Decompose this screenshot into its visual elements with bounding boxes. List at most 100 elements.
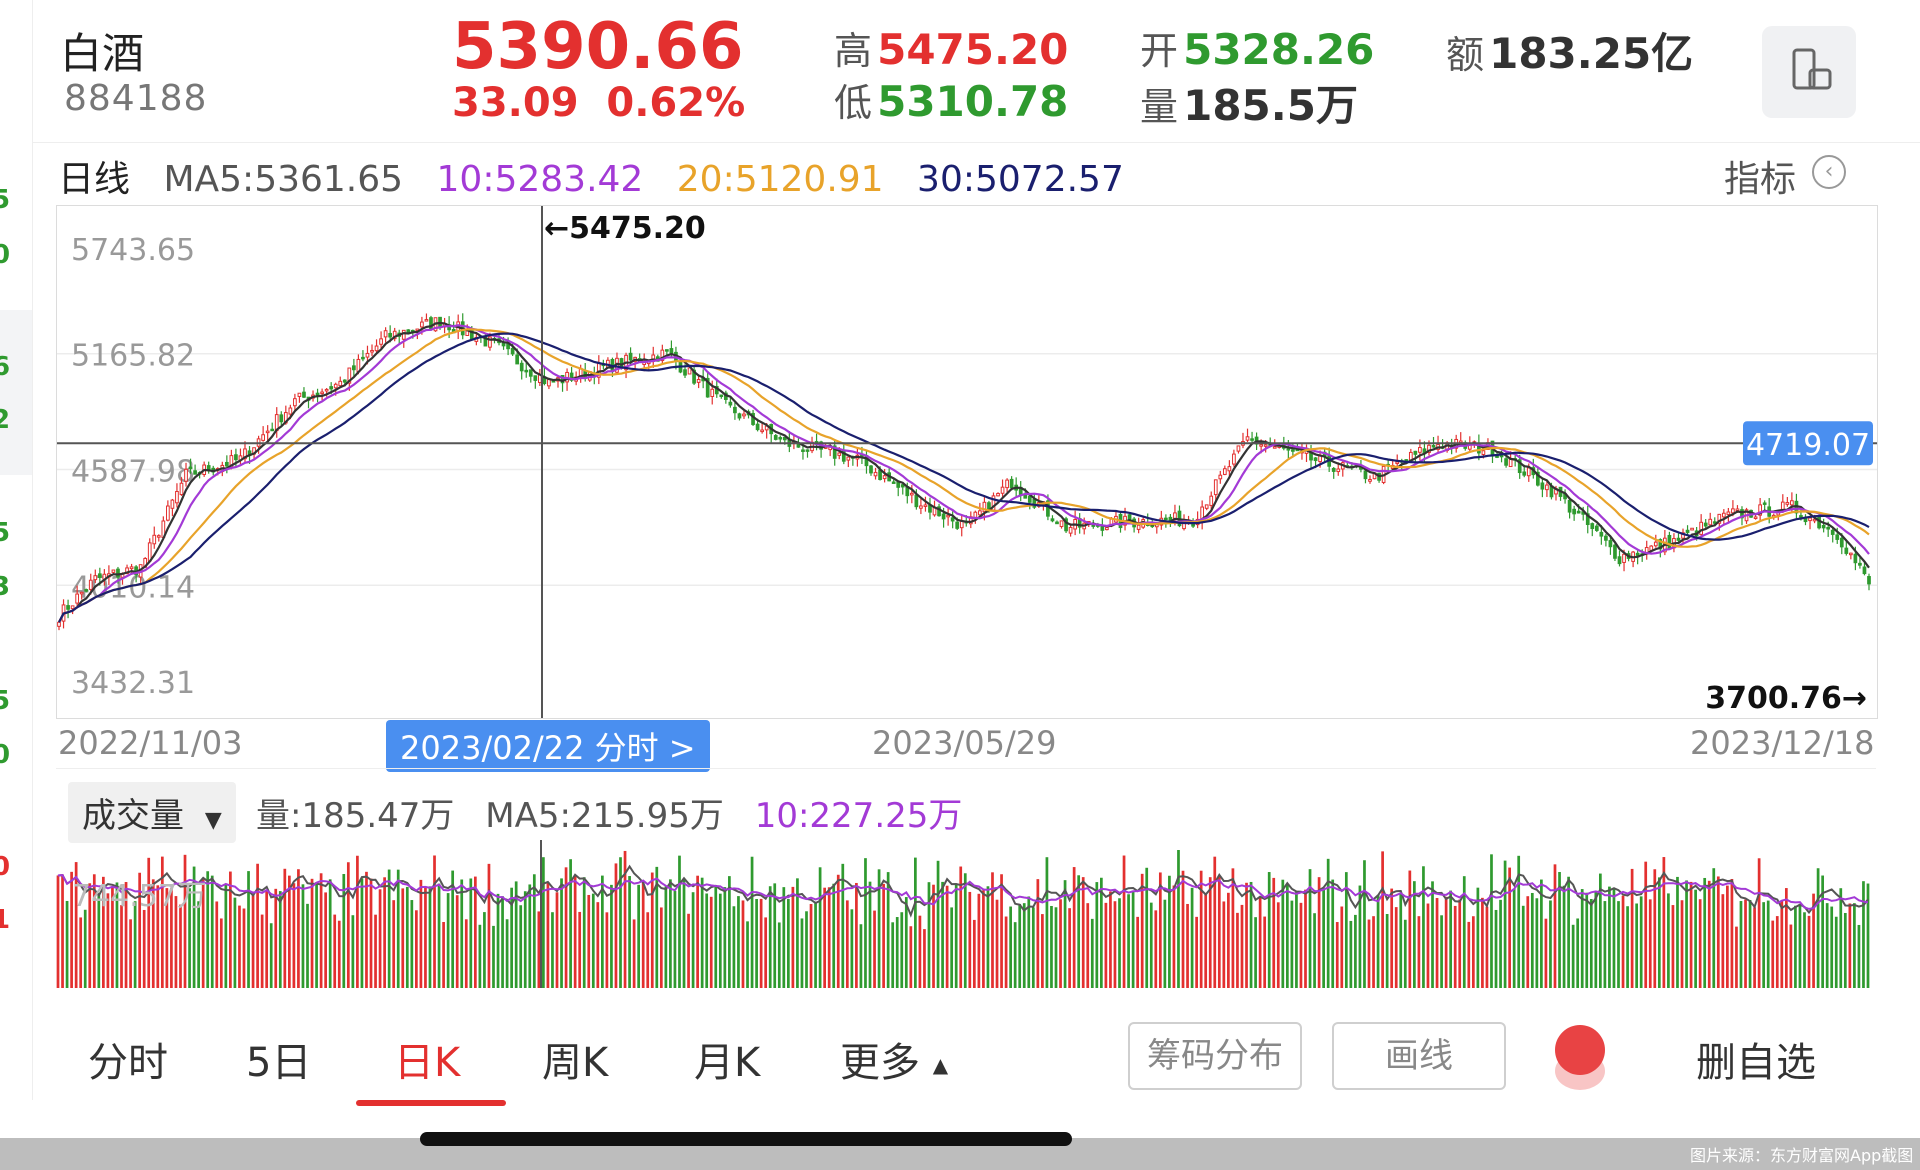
volume-bar — [147, 857, 151, 988]
volume-bar — [446, 893, 450, 988]
volume-bar — [1816, 868, 1820, 988]
volume-ma10-line — [57, 874, 1869, 910]
volume-bar — [714, 885, 718, 988]
tab-weekly-k[interactable]: 周K — [542, 1040, 609, 1086]
candle-body — [188, 466, 193, 470]
volume-bar — [1145, 867, 1149, 988]
volume-bar — [982, 890, 985, 988]
volume-bar — [791, 886, 795, 988]
volume-bar — [864, 858, 867, 988]
volume-bar — [914, 857, 917, 988]
volume-bar — [1589, 898, 1593, 988]
volume-bar — [1762, 902, 1766, 988]
volume-bar — [1712, 868, 1716, 988]
candle-body — [170, 499, 175, 509]
volume-bar — [1036, 879, 1040, 988]
candle-body — [1136, 524, 1141, 530]
volume-bar — [1535, 898, 1539, 988]
candle-body — [1413, 450, 1418, 455]
volume-bar — [1163, 899, 1167, 988]
volume-bar — [278, 891, 282, 988]
volume-bar — [487, 863, 491, 988]
volume-bar — [1667, 893, 1670, 988]
volume-bar — [941, 881, 944, 988]
volume-bar — [1784, 888, 1788, 988]
volume-bar — [755, 898, 758, 988]
candle-body — [1726, 511, 1731, 515]
volume-bar — [1335, 922, 1339, 988]
candle-body — [510, 347, 515, 355]
volume-bar — [1676, 876, 1679, 988]
volume-bar — [1186, 903, 1189, 988]
volume-bar — [678, 855, 681, 988]
tab-5day[interactable]: 5日 — [246, 1040, 312, 1086]
remove-watchlist-button[interactable]: 删自选 — [1696, 1040, 1816, 1086]
tab-more[interactable]: 更多 ▲ — [840, 1030, 948, 1088]
candle-body — [333, 383, 338, 389]
low-stat: 低 5310.78 — [834, 72, 1068, 127]
date-detail-tag[interactable]: 2023/02/22 分时 > — [386, 720, 710, 772]
volume-chart[interactable]: 744.57万 — [56, 840, 1876, 988]
volume-bar — [442, 922, 445, 988]
ma5-label: MA5:5361.65 — [163, 159, 404, 200]
volume-bar — [1063, 880, 1067, 988]
left-strip-num: 5 — [0, 518, 11, 548]
record-dot-icon[interactable] — [1555, 1025, 1605, 1075]
volume-bar — [641, 881, 645, 988]
volume-bar — [855, 882, 858, 988]
volume-bar — [700, 877, 704, 988]
volume-bar — [587, 894, 591, 988]
candle-body — [175, 491, 179, 504]
volume-bar — [687, 913, 690, 988]
candle-body — [1622, 553, 1626, 563]
volume-bar — [1408, 870, 1412, 988]
candle-body — [946, 514, 950, 518]
indicator-button[interactable]: 指标 — [1724, 159, 1797, 200]
candle-body — [1731, 508, 1735, 514]
candle-body — [941, 513, 946, 520]
volume-bar — [1789, 924, 1793, 988]
volume-bar — [1426, 903, 1430, 988]
volume-bar — [65, 900, 69, 988]
collapse-icon[interactable]: ‹ — [1812, 155, 1846, 189]
draw-line-button[interactable]: 画线 — [1332, 1022, 1506, 1090]
volume-bar — [746, 921, 749, 988]
candle-body — [234, 454, 238, 461]
volume-bar — [1308, 869, 1312, 988]
volume-bar — [968, 891, 972, 988]
kline-chart[interactable]: 5743.655165.824587.984010.143432.314719.… — [56, 205, 1878, 719]
candle-body — [1844, 547, 1849, 554]
volume-bar — [800, 918, 804, 988]
volume-bar — [1825, 903, 1829, 988]
volume-bar — [1843, 912, 1847, 988]
candle-body — [1867, 576, 1871, 585]
device-switch-button[interactable] — [1762, 26, 1856, 118]
candle-body — [955, 521, 960, 529]
volume-bar — [1072, 867, 1076, 988]
candle-body — [878, 469, 882, 481]
candle-body — [1653, 541, 1658, 547]
volume-indicator-select[interactable]: 成交量 ▼ — [68, 782, 236, 843]
header-divider — [32, 142, 1920, 143]
tab-daily-k[interactable]: 日K — [394, 1040, 461, 1086]
volume-bar — [1276, 902, 1280, 988]
chip-distribution-button[interactable]: 筹码分布 — [1128, 1022, 1302, 1090]
volume-bar — [1562, 885, 1566, 988]
candle-body — [152, 534, 157, 545]
ma30-line — [58, 332, 1870, 623]
volume-bar — [591, 893, 595, 988]
tab-intraday[interactable]: 分时 — [88, 1040, 168, 1086]
candle-body — [361, 356, 365, 360]
volume-bar — [1726, 885, 1729, 988]
high-marker-label: ←5475.20 — [544, 211, 706, 246]
tab-monthly-k[interactable]: 月K — [694, 1040, 761, 1086]
high-value: 5475.20 — [877, 25, 1069, 74]
volume-bar — [859, 924, 863, 988]
candle-body — [84, 589, 89, 592]
volume-bar — [360, 878, 364, 988]
candle-body — [742, 413, 746, 417]
volume-bar — [1471, 916, 1475, 988]
volume-bar — [1444, 896, 1448, 988]
volume-bar — [1440, 915, 1443, 988]
volume-bar — [1168, 875, 1171, 988]
